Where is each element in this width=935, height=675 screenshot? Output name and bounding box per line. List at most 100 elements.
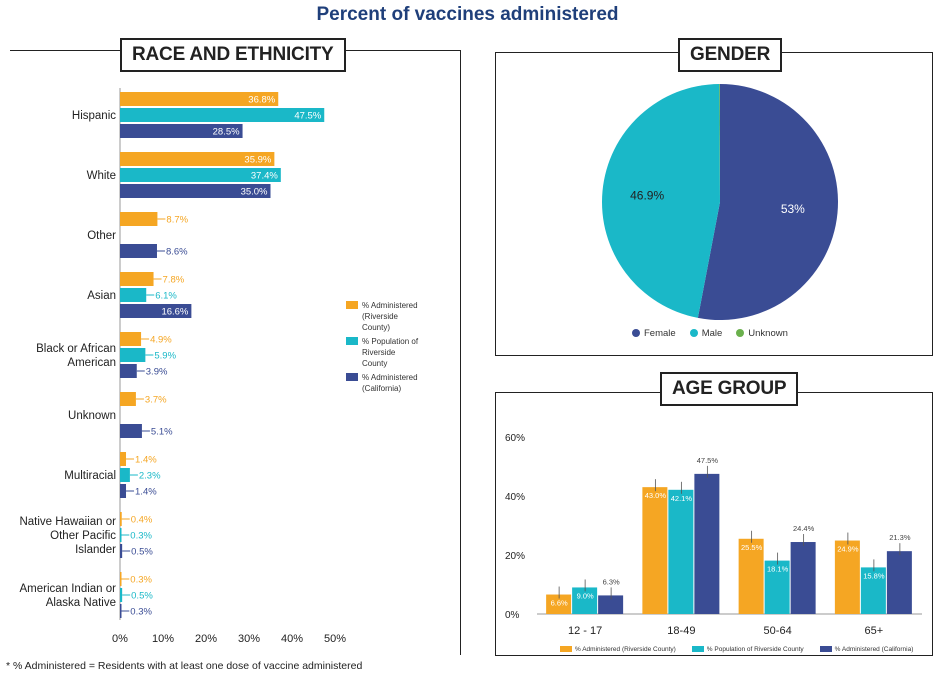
- race-bar: [120, 528, 122, 542]
- legend-swatch: [819, 646, 832, 652]
- race-category-label: Alaska Native: [46, 597, 116, 609]
- race-legend-item: % Administered (Riverside County): [346, 300, 424, 333]
- pie-data-label: 46.9%: [630, 188, 664, 202]
- age-data-label: 6.3%: [603, 577, 620, 586]
- race-category-label: Other Pacific: [50, 530, 116, 542]
- age-title: AGE GROUP: [660, 372, 799, 406]
- age-bar: [642, 487, 668, 614]
- age-bar: [668, 489, 694, 614]
- race-data-label: 36.8%: [248, 95, 275, 106]
- legend-label: % Population of Riverside County: [706, 646, 804, 653]
- legend-swatch: [346, 301, 358, 309]
- race-category-label: Asian: [87, 290, 116, 302]
- gender-pie-chart: 53% 46.9%: [602, 84, 838, 320]
- race-bar: [120, 304, 192, 318]
- race-bar: [120, 572, 122, 586]
- age-y-tick: 40%: [505, 492, 525, 503]
- race-legend-item: % Population of Riverside County: [346, 336, 424, 369]
- race-data-label: 3.7%: [145, 395, 167, 406]
- age-data-label: 47.5%: [697, 456, 719, 465]
- age-data-label: 21.3%: [889, 533, 911, 542]
- race-x-tick: 30%: [238, 633, 260, 645]
- race-title: RACE AND ETHNICITY: [120, 38, 346, 72]
- gender-title: GENDER: [678, 38, 783, 72]
- age-legend: % Administered (Riverside County) % Popul…: [560, 645, 913, 653]
- age-bar: [738, 538, 764, 614]
- age-bar: [860, 567, 886, 614]
- age-y-tick: 60%: [505, 433, 525, 444]
- race-legend-item: % Administered (California): [346, 372, 424, 394]
- race-data-label: 0.4%: [131, 515, 153, 526]
- race-data-label: 8.6%: [166, 247, 188, 258]
- race-data-label: 1.4%: [135, 455, 157, 466]
- race-x-tick: 40%: [281, 633, 303, 645]
- race-category-label: American: [67, 357, 116, 369]
- legend-label: % Administered (California): [834, 646, 914, 653]
- race-bar: [120, 124, 243, 138]
- legend-label: Unknown: [748, 328, 788, 339]
- race-data-label: 0.5%: [131, 591, 153, 602]
- gender-legend: Female Male Unknown: [632, 328, 788, 339]
- age-y-tick: 0%: [505, 610, 520, 621]
- age-chart: 0% 20% 40% 60% 6.6% 9.0% 6.3% 12 - 17 43.0% 42.1%…: [505, 433, 922, 637]
- race-bar: [120, 588, 123, 602]
- race-category-label: Native Hawaiian or: [19, 516, 116, 528]
- age-bar: [546, 594, 572, 614]
- age-bar: [764, 560, 790, 614]
- age-bar: [886, 551, 912, 614]
- race-bar: [120, 288, 147, 302]
- race-bar: [120, 544, 123, 558]
- race-bar: [120, 184, 271, 198]
- race-data-label: 7.8%: [163, 275, 185, 286]
- pie-data-label: 53%: [781, 202, 805, 216]
- legend-label: Male: [701, 328, 723, 339]
- age-bar: [598, 595, 624, 614]
- race-legend: % Administered (Riverside County) % Populat…: [346, 300, 424, 397]
- age-data-label: 24.9%: [837, 545, 859, 554]
- race-bar: [120, 452, 127, 466]
- pie-slice-male: [602, 84, 720, 318]
- page-title: Percent of vaccines administered: [316, 4, 619, 25]
- race-data-label: 28.5%: [213, 127, 240, 138]
- legend-label: % Administered (California): [362, 373, 418, 393]
- age-bar: [694, 473, 720, 614]
- race-bar: [120, 468, 130, 482]
- legend-dot: [632, 329, 640, 337]
- race-data-label: 0.3%: [130, 575, 152, 586]
- age-bar: [834, 540, 860, 614]
- legend-dot: [736, 329, 745, 337]
- race-bar: [120, 92, 279, 106]
- race-category-label: Black or African: [36, 343, 116, 355]
- race-bar: [120, 364, 137, 378]
- age-data-label: 24.4%: [793, 524, 815, 533]
- race-data-label: 2.3%: [139, 471, 161, 482]
- pie-legend-item: Female: [632, 328, 676, 339]
- race-category-label: White: [87, 170, 116, 182]
- race-data-label: 37.4%: [251, 171, 278, 182]
- age-data-label: 43.0%: [645, 491, 667, 500]
- race-bar: [120, 244, 157, 258]
- age-legend-item: % Administered (California): [819, 645, 914, 653]
- race-x-tick: 20%: [195, 633, 217, 645]
- race-data-label: 35.0%: [241, 187, 268, 198]
- age-data-label: 6.6%: [551, 599, 568, 608]
- legend-label: Female: [644, 328, 676, 339]
- age-legend-item: % Population of Riverside County: [691, 645, 804, 653]
- race-category-label: Unknown: [68, 410, 116, 422]
- race-data-label: 4.9%: [150, 335, 172, 346]
- pie-slice-female: [697, 84, 838, 320]
- race-category-label: Multiracial: [64, 470, 116, 482]
- race-bar: [120, 348, 146, 362]
- race-data-label: 0.3%: [130, 607, 152, 618]
- age-data-label: 18.1%: [767, 565, 789, 574]
- race-data-label: 8.7%: [166, 215, 188, 226]
- legend-swatch: [346, 373, 358, 381]
- race-category-label: Other: [87, 230, 116, 242]
- age-data-label: 42.1%: [671, 494, 693, 503]
- race-category-label: Islander: [75, 544, 116, 556]
- race-category-label: American Indian or: [19, 583, 116, 595]
- race-data-label: 3.9%: [146, 367, 168, 378]
- age-legend-item: % Administered (Riverside County): [560, 645, 676, 653]
- age-x-tick: 65+: [865, 625, 884, 637]
- race-x-tick: 10%: [152, 633, 174, 645]
